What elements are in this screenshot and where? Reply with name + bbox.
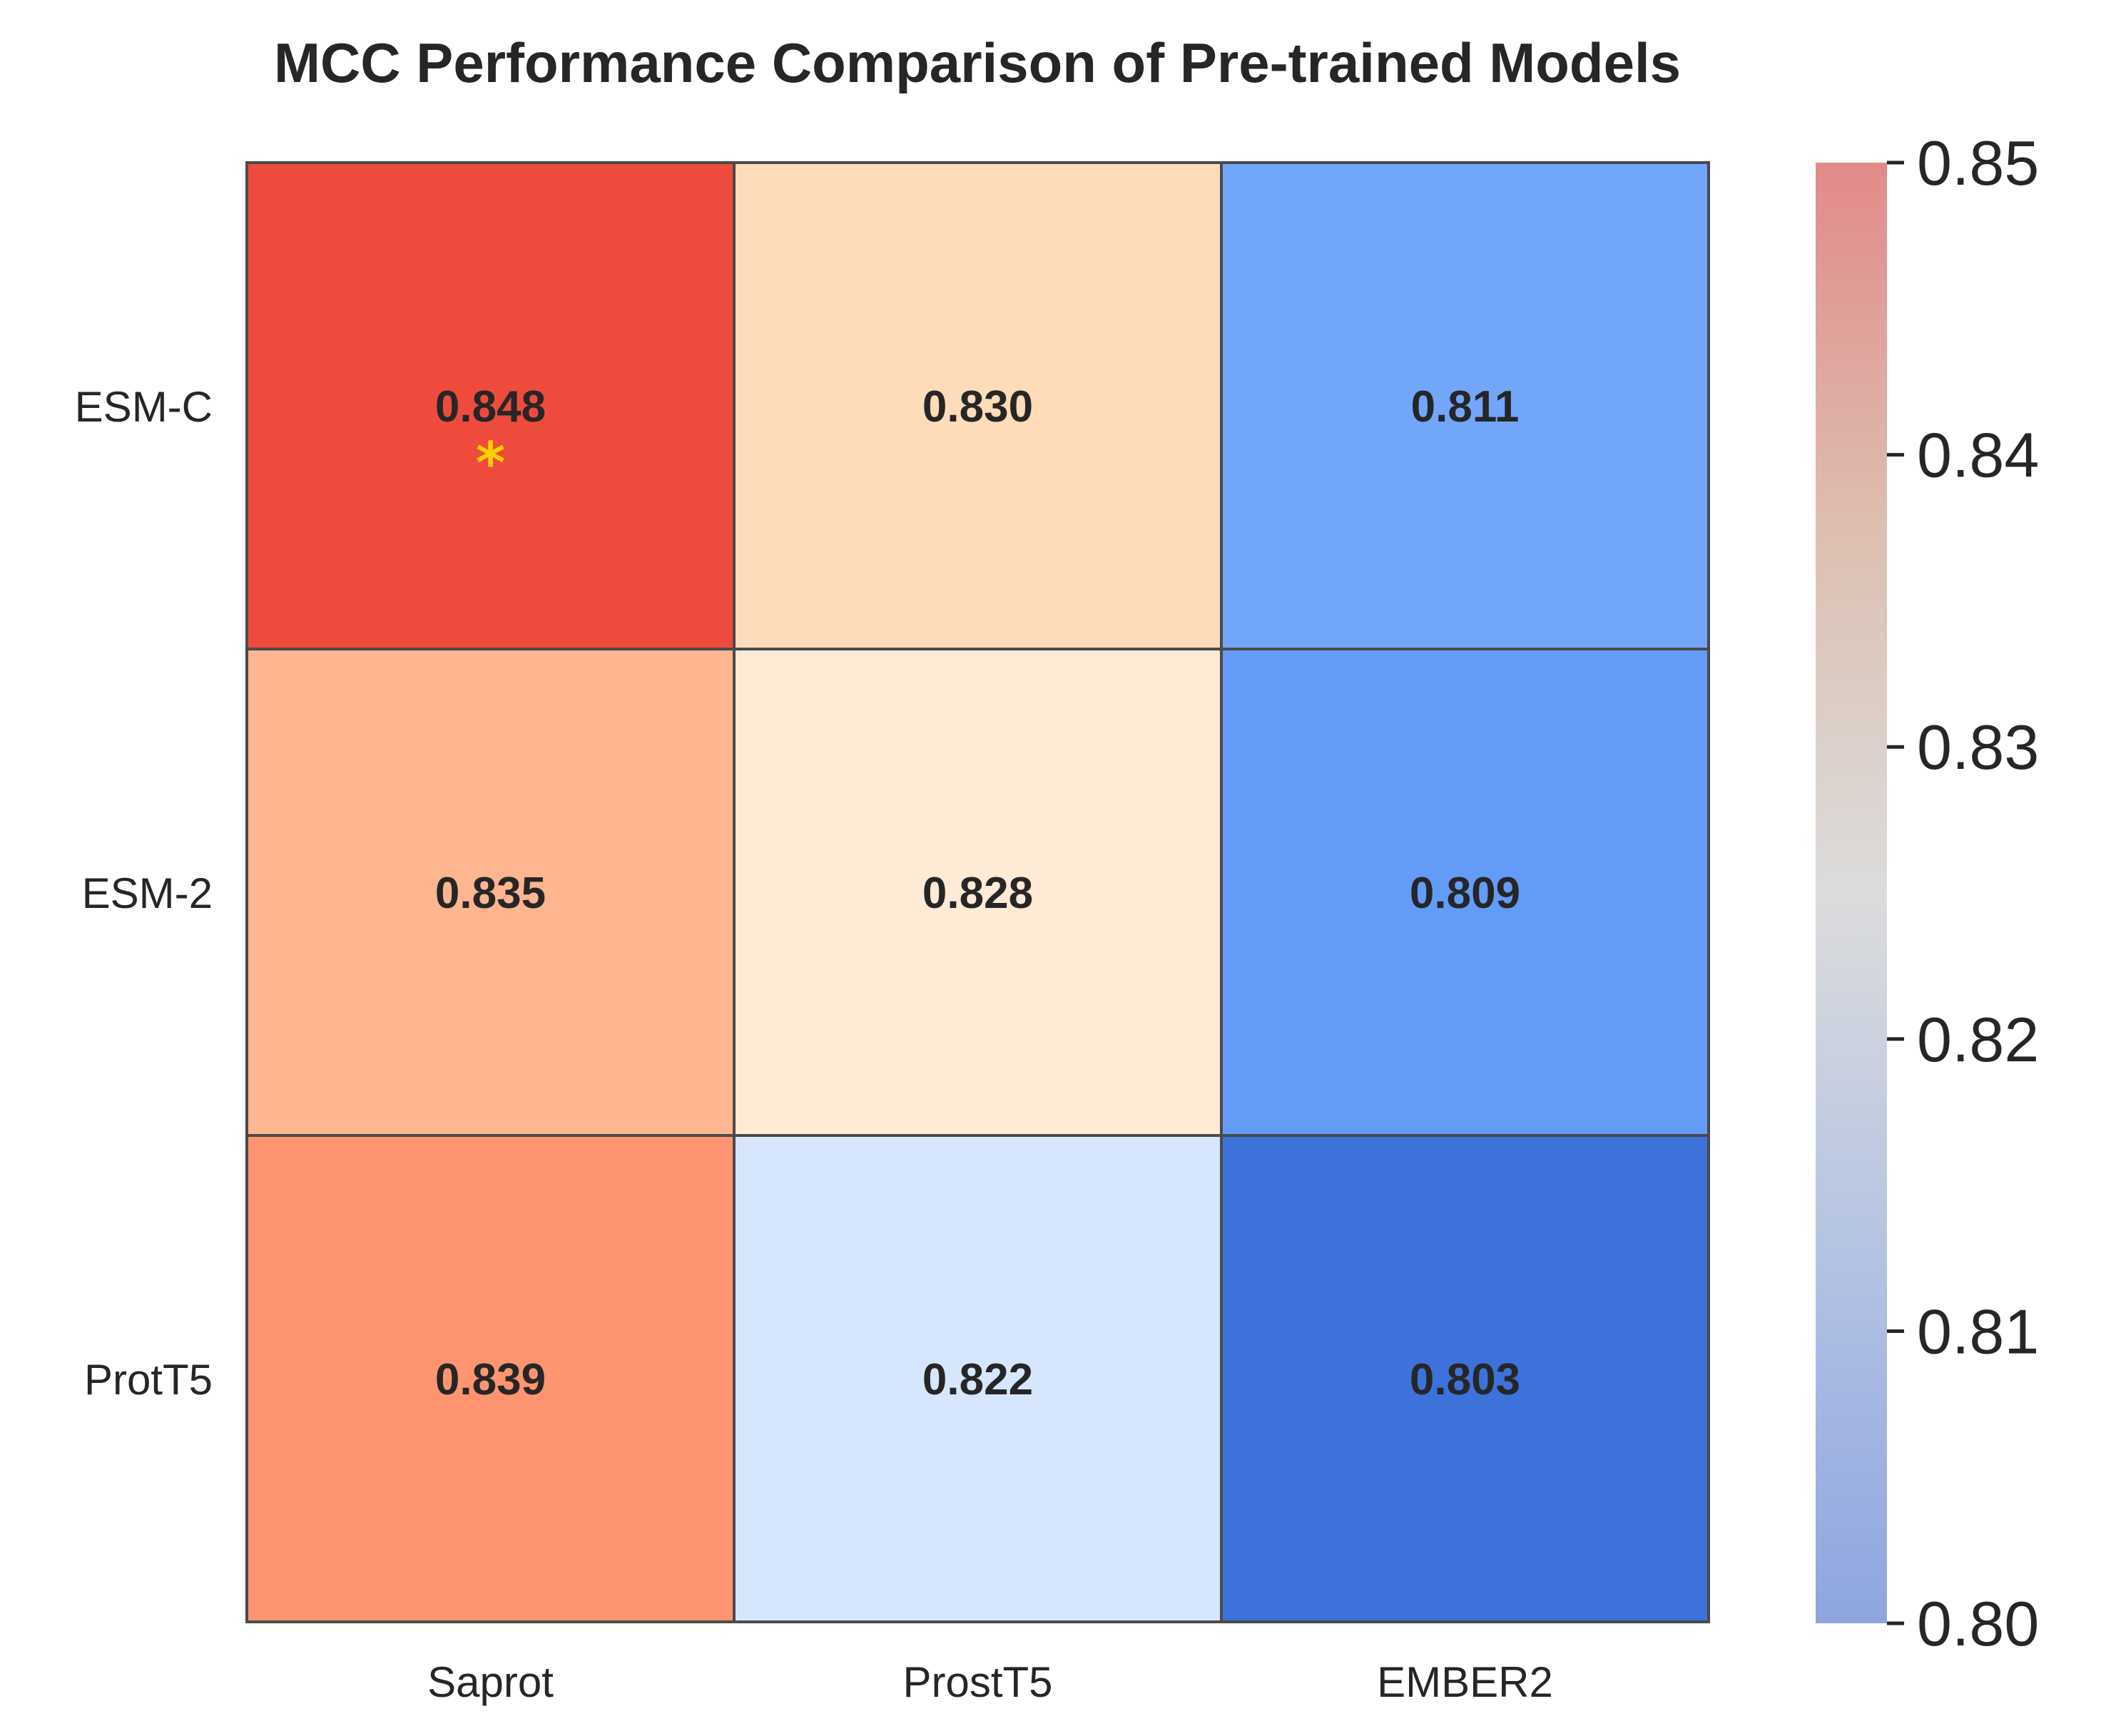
heatmap-cell: [1220, 161, 1710, 650]
heatmap-cell: [245, 648, 736, 1137]
column-label: ProstT5: [902, 1658, 1052, 1706]
heatmap-cell: [733, 161, 1223, 650]
cell-value-label: 0.828: [922, 869, 1033, 918]
heatmap-cell: [733, 1134, 1223, 1623]
colorbar-gradient: [1816, 163, 1887, 1623]
best-marker-star: *: [476, 430, 506, 496]
colorbar-ticks: 0.80 0.81 0.82 0.83 0.84 0.85: [1887, 128, 2039, 1659]
cell-value-label: 0.822: [922, 1355, 1033, 1404]
colorbar-tick-label: 0.81: [1917, 1296, 2039, 1367]
colorbar: 0.80 0.81 0.82 0.83 0.84 0.85: [1816, 128, 2039, 1659]
heatmap-cell: [245, 161, 736, 650]
cell-value-label: 0.809: [1410, 869, 1520, 918]
row-label: ESM-C: [75, 383, 213, 431]
cell-value-label: 0.848: [435, 382, 546, 432]
cell-value-label: 0.811: [1411, 382, 1520, 432]
row-label: ESM-2: [82, 869, 213, 917]
chart-title: MCC Performance Comparison of Pre-traine…: [274, 31, 1681, 94]
row-labels: ESM-C ESM-2 ProtT5: [75, 383, 213, 1404]
cell-value-label: 0.835: [435, 869, 546, 918]
heatmap-cell: [733, 648, 1223, 1137]
heatmap-cells: 0.848* 0.830 0.811 0.835 0.828 0.809 0.839 0.82…: [245, 161, 1710, 1623]
colorbar-tick-label: 0.84: [1917, 420, 2039, 491]
row-label: ProtT5: [84, 1356, 213, 1404]
column-labels: Saprot ProstT5 EMBER2: [427, 1658, 1553, 1706]
cell-value-label: 0.839: [435, 1355, 546, 1404]
cell-value-label: 0.803: [1410, 1355, 1520, 1404]
colorbar-tick-label: 0.80: [1917, 1588, 2039, 1659]
colorbar-tick-label: 0.82: [1917, 1004, 2039, 1075]
colorbar-tick-label: 0.85: [1917, 128, 2039, 198]
column-label: Saprot: [427, 1658, 554, 1706]
heatmap-cell: [245, 1134, 736, 1623]
colorbar-tick-label: 0.83: [1917, 712, 2039, 782]
heatmap-cell: [1220, 648, 1710, 1137]
column-label: EMBER2: [1377, 1658, 1553, 1706]
cell-value-label: 0.830: [922, 382, 1033, 432]
heatmap-cell: [1220, 1134, 1710, 1623]
